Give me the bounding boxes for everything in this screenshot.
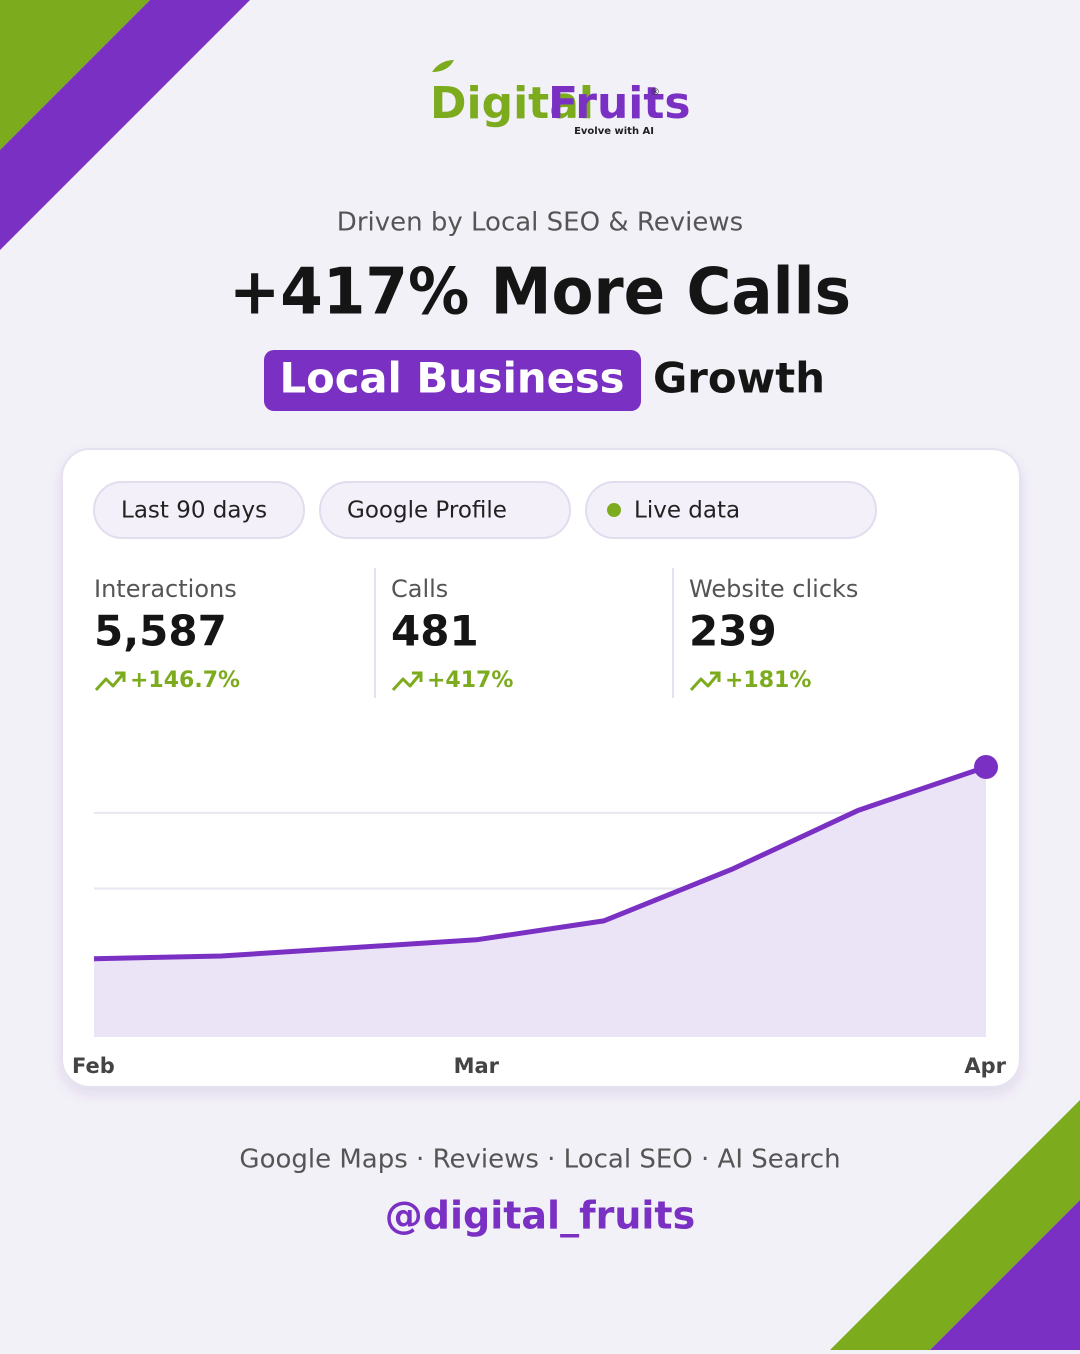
corner-stripe: [0, 0, 250, 250]
metric-value: 5,587: [94, 607, 227, 656]
logo-word: Digital: [430, 78, 594, 129]
logo-leaf: [432, 60, 454, 72]
metrics: Interactions 5,587 +146.7% Calls 481 +417% Web…: [94, 568, 858, 698]
chart: Feb Mar Apr: [72, 755, 1007, 1078]
metric-label: Calls: [391, 575, 448, 603]
x-tick-label: Mar: [454, 1054, 500, 1078]
kicker: Driven by Local SEO & Reviews: [337, 208, 743, 238]
x-tick-label: Feb: [72, 1054, 115, 1078]
title-end: Growth: [653, 354, 825, 403]
corner-stripe: [830, 1100, 1080, 1350]
chip: [93, 481, 305, 539]
line: [93, 764, 987, 962]
metric-change: +417%: [427, 668, 513, 693]
area: [94, 767, 986, 1037]
x-tick-label: Apr: [964, 1054, 1006, 1078]
title: +417% More Calls: [229, 256, 851, 330]
highlight: Local Business: [280, 354, 625, 403]
highlight-box: [264, 350, 641, 411]
trend-icon: [689, 672, 721, 692]
trend-icon: [94, 672, 126, 692]
footer-tags: Google Maps · Reviews · Local SEO · AI S…: [239, 1145, 840, 1175]
logo-word: Fruits: [548, 78, 691, 129]
corner-stripe: [930, 1200, 1080, 1350]
end-point: [974, 755, 998, 779]
trend-icon: [412, 671, 423, 682]
chips: Last 90 days Google Profile Live data: [93, 481, 877, 539]
logo-mark: ®: [650, 87, 660, 98]
live-dot: [607, 503, 621, 517]
trend-icon: [710, 671, 721, 682]
metric-label: Interactions: [94, 575, 237, 603]
logo-tagline: Evolve with AI: [574, 126, 654, 137]
metric-value: 481: [391, 607, 479, 656]
chip: [585, 481, 877, 539]
metric-change: +146.7%: [130, 668, 240, 693]
chip-label: Last 90 days: [121, 498, 267, 524]
metric-change: +181%: [725, 668, 811, 693]
chip: [319, 481, 571, 539]
metric-label: Website clicks: [689, 575, 858, 603]
chip-label: Google Profile: [347, 498, 507, 524]
handle: @digital_fruits: [385, 1194, 695, 1238]
trend-icon: [115, 671, 126, 682]
metric-value: 239: [689, 607, 777, 656]
chip-label: Live data: [634, 498, 740, 524]
trend-icon: [391, 672, 423, 692]
